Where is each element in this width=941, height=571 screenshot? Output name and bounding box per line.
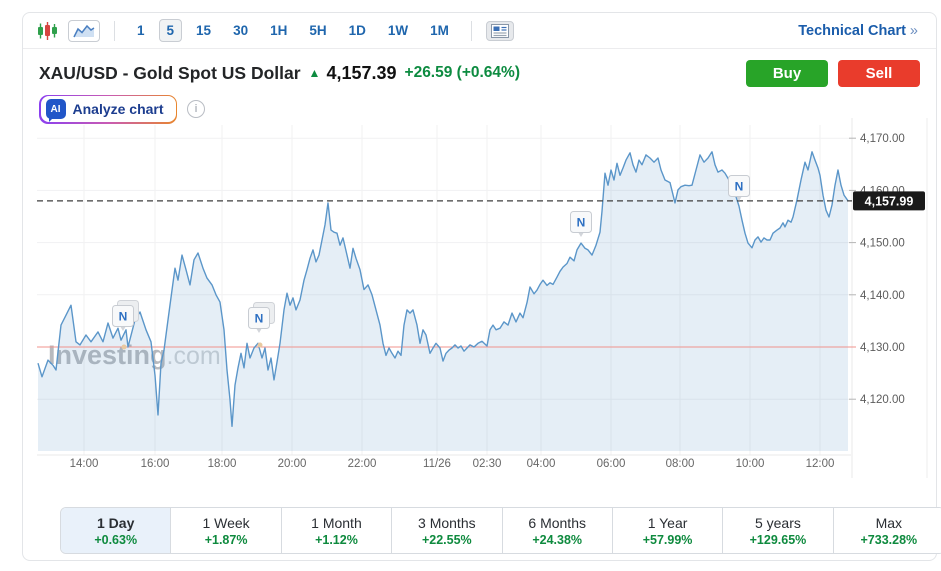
candlestick-icon: [38, 21, 57, 40]
area-chart-type-button[interactable]: [68, 19, 100, 42]
timeframe-1h-button[interactable]: 1H: [270, 23, 288, 38]
last-price: 4,157.39: [326, 62, 397, 83]
timeframe-1m-button[interactable]: 1M: [430, 23, 449, 38]
timeframe-1d-button[interactable]: 1D: [348, 23, 366, 38]
period-change: +1.87%: [204, 532, 248, 547]
change-value: +26.59: [404, 64, 453, 81]
period-change: +24.38%: [532, 532, 583, 547]
instrument-header: XAU/USD - Gold Spot US Dollar ▲ 4,157.39…: [39, 57, 920, 89]
up-arrow-icon: ▲: [308, 66, 321, 80]
analyze-chart-label: Analyze chart: [72, 101, 164, 117]
period-label: Max: [875, 514, 903, 531]
period-label: 1 Month: [311, 514, 362, 531]
timeframe-list: 1 5 15 30 1H 5H 1D 1W 1M: [129, 19, 457, 42]
timeframe-5h-button[interactable]: 5H: [309, 23, 327, 38]
period-change: +733.28%: [860, 532, 918, 547]
page-title: XAU/USD - Gold Spot US Dollar: [39, 62, 301, 83]
period-label: 1 Week: [202, 514, 250, 531]
chart-toolbar: 1 5 15 30 1H 5H 1D 1W 1M: [23, 13, 936, 49]
period-label: 5 years: [754, 514, 801, 531]
period-tab-max[interactable]: Max +733.28%: [833, 508, 941, 553]
period-label: 1 Day: [97, 514, 135, 531]
change-percent: (+0.64%): [456, 64, 520, 81]
candlestick-chart-type-button[interactable]: [37, 21, 58, 41]
sell-button[interactable]: Sell: [838, 59, 920, 87]
period-tab-3-months[interactable]: 3 Months +22.55%: [392, 508, 503, 553]
chart-widget-card: 1 5 15 30 1H 5H 1D 1W 1M: [22, 12, 941, 561]
period-label: 3 Months: [418, 514, 476, 531]
analyze-chart-button[interactable]: AI Analyze chart: [39, 94, 178, 124]
toolbar-divider: [114, 20, 115, 41]
info-icon[interactable]: i: [187, 100, 206, 118]
technical-chart-link[interactable]: Technical Chart»: [798, 23, 922, 39]
period-label: 6 Months: [528, 514, 586, 531]
trade-buttons: Buy Sell: [746, 59, 920, 87]
buy-button[interactable]: Buy: [746, 59, 828, 87]
timeframe-1w-button[interactable]: 1W: [387, 23, 409, 38]
period-tab-5-years[interactable]: 5 years +129.65%: [723, 508, 834, 553]
period-label: 1 Year: [647, 514, 688, 531]
technical-chart-label: Technical Chart: [798, 22, 906, 39]
timeframe-15-button[interactable]: 15: [196, 23, 212, 38]
layout-icon: [490, 23, 509, 38]
price-change: +26.59 (+0.64%): [405, 64, 520, 82]
period-tab-1-month[interactable]: 1 Month +1.12%: [281, 508, 393, 553]
toolbar-divider: [470, 20, 472, 41]
period-performance-tabs: 1 Day +0.63% 1 Week +1.87% 1 Month +1.12…: [60, 507, 941, 554]
period-change: +22.55%: [421, 532, 472, 547]
timeframe-1-button[interactable]: 1: [137, 23, 145, 38]
chevron-right-icon: »: [909, 22, 918, 39]
period-tab-1-day[interactable]: 1 Day +0.63%: [61, 508, 172, 553]
timeframe-30-button[interactable]: 30: [233, 23, 249, 38]
area-chart-icon: [73, 24, 95, 37]
period-tab-6-months[interactable]: 6 Months +24.38%: [502, 508, 613, 553]
timeframe-5-button[interactable]: 5: [158, 19, 183, 42]
ai-icon: AI: [45, 99, 66, 122]
multi-panel-layout-button[interactable]: [485, 20, 514, 41]
ai-tools-row: AI Analyze chart i: [39, 94, 206, 124]
period-change: +0.63%: [94, 532, 138, 547]
period-tab-1-week[interactable]: 1 Week +1.87%: [171, 508, 282, 553]
period-change: +57.99%: [642, 532, 693, 547]
period-change: +129.65%: [749, 532, 807, 547]
period-change: +1.12%: [315, 532, 358, 547]
period-tab-1-year[interactable]: 1 Year +57.99%: [612, 508, 724, 553]
